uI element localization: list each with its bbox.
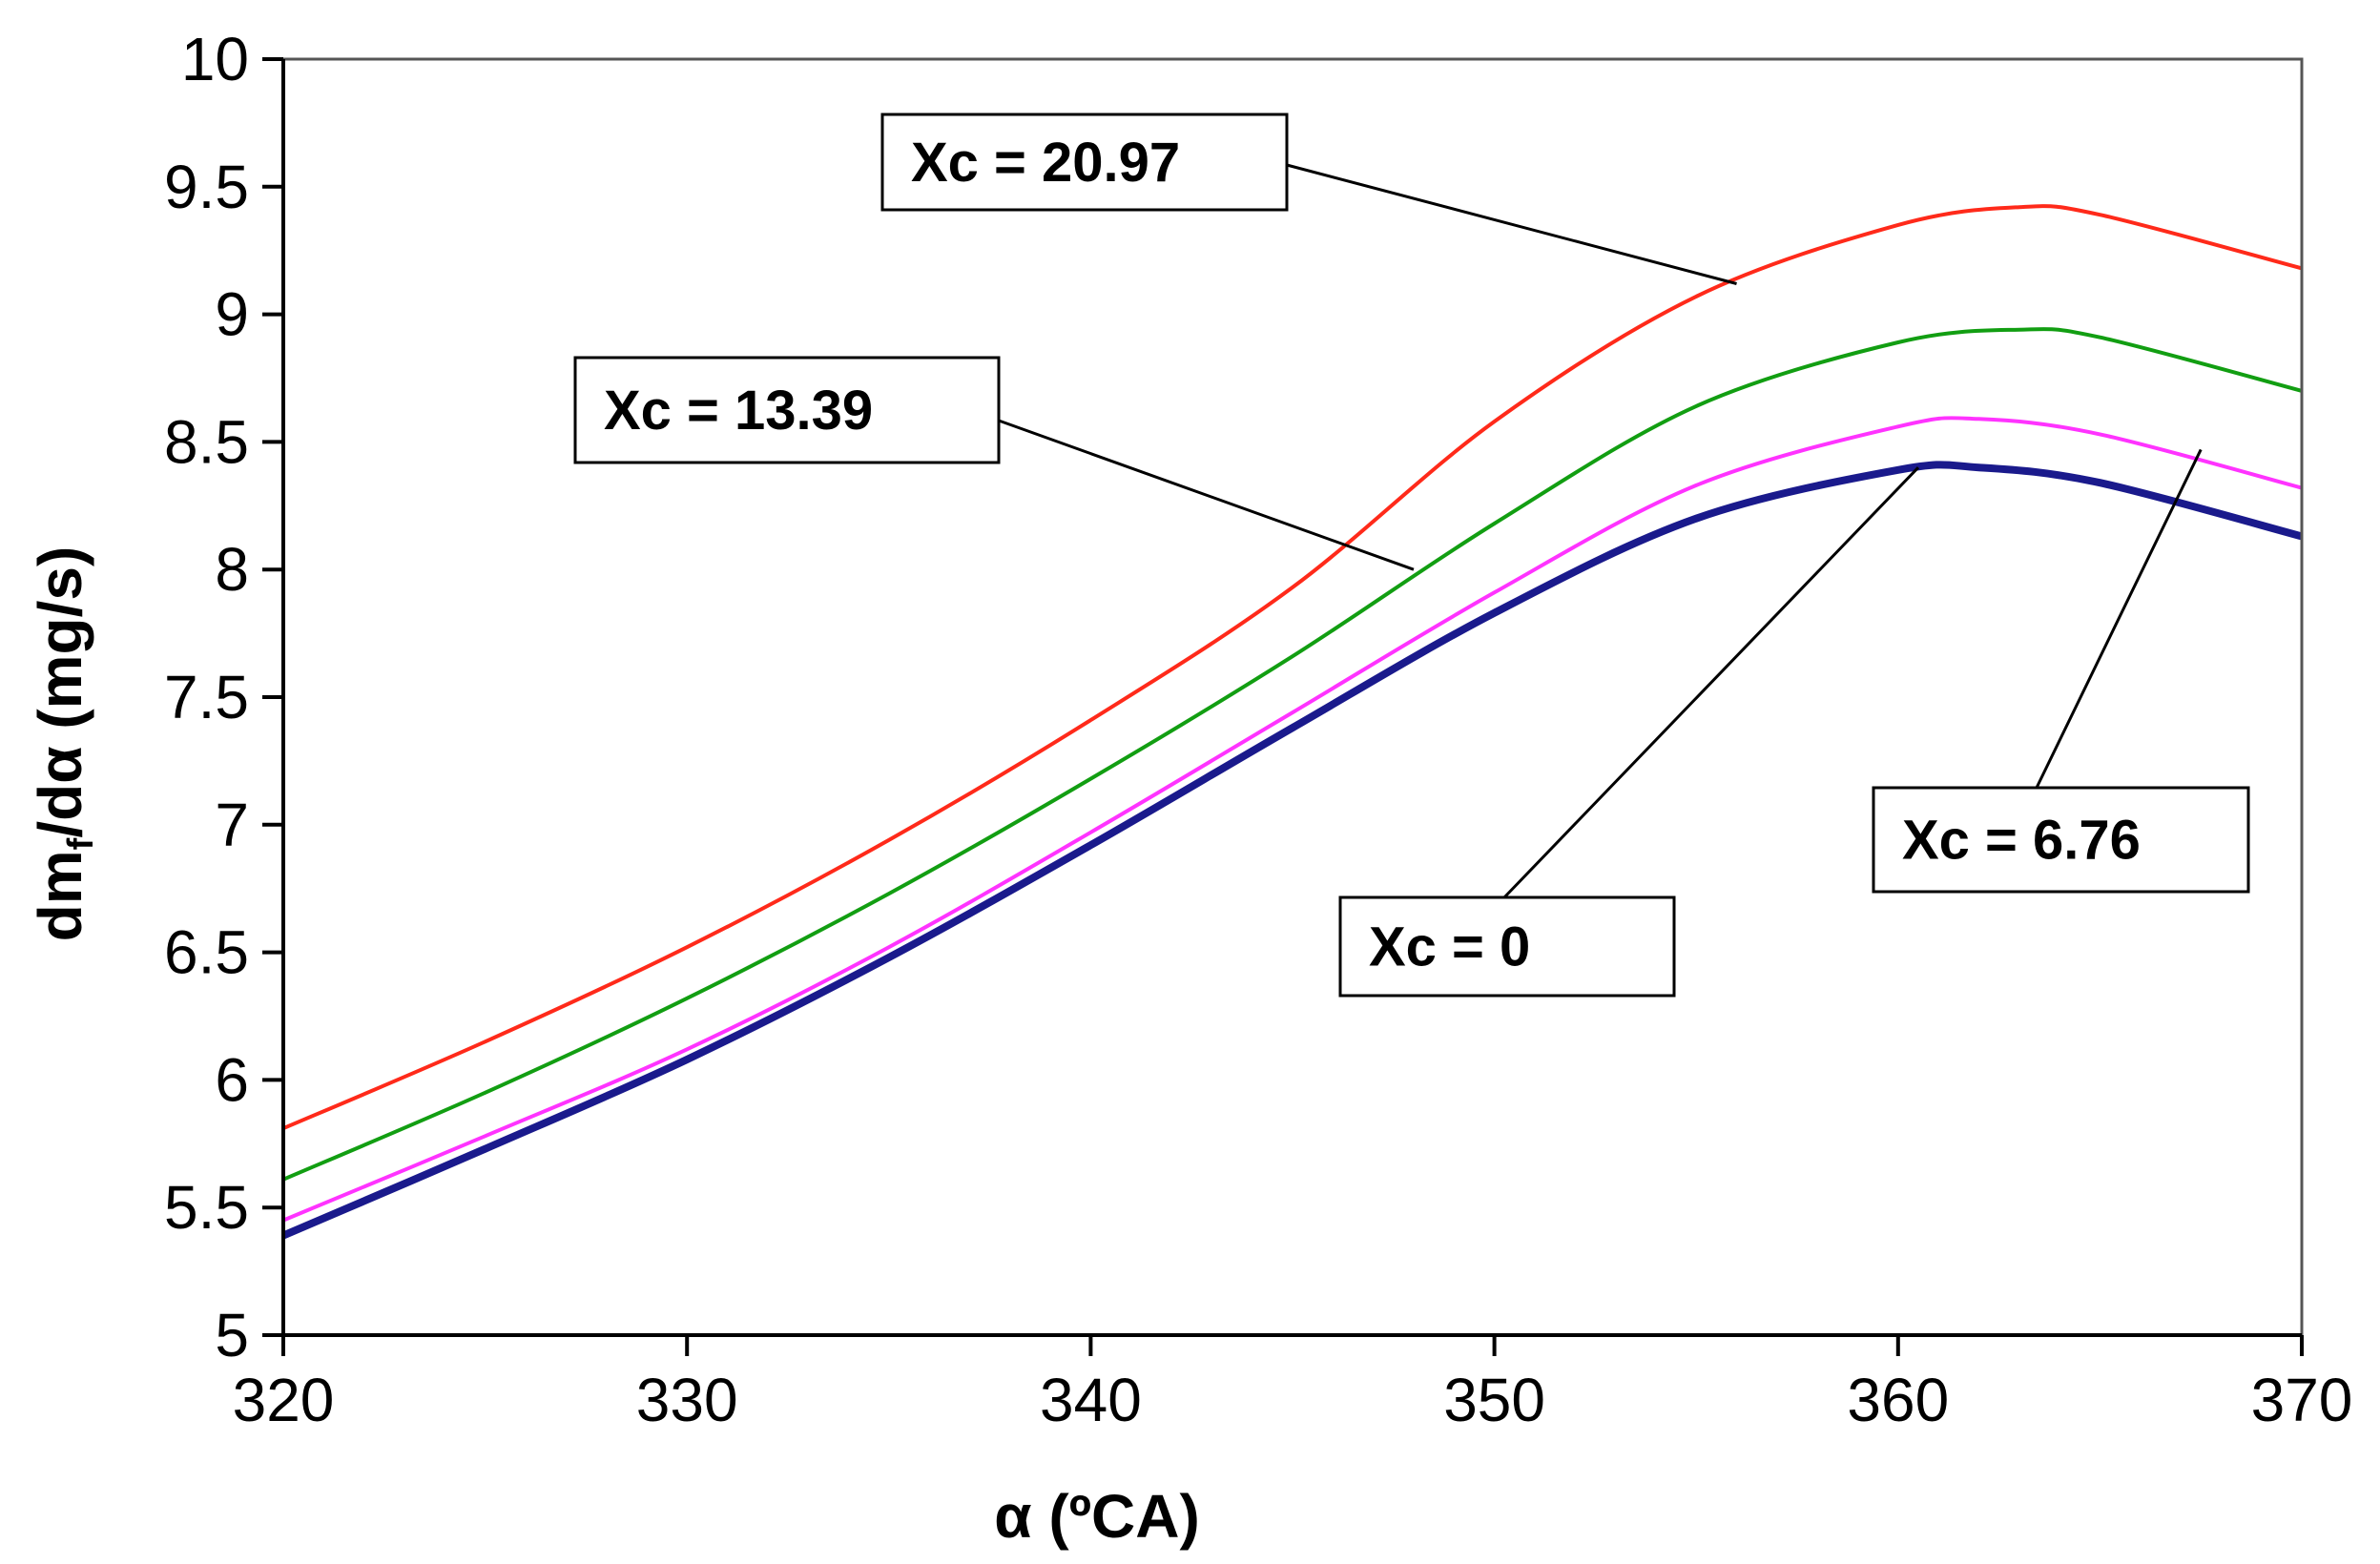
x-axis-title: α (ºCA)	[994, 1482, 1200, 1551]
annotation-label: Xc = 13.39	[604, 380, 873, 442]
annotation-xc-0: Xc = 0	[1338, 466, 1920, 998]
y-axis-title-subscript: f	[61, 837, 101, 850]
series-layer	[281, 204, 2304, 1240]
y-axis-title: dmf/dα (mg/s)	[26, 546, 101, 942]
x-tick-label: 340	[1040, 1366, 1142, 1434]
x-tick-label: 360	[1847, 1366, 1949, 1434]
series-line-xc-0	[281, 461, 2304, 1240]
annotation-leader-line	[998, 419, 1415, 571]
annotation-leader-line	[1502, 466, 1920, 899]
x-tick-label: 370	[2251, 1366, 2353, 1434]
y-tick-label: 9.5	[164, 153, 249, 221]
y-axis-title-main: dm	[26, 850, 94, 941]
annotation-xc-20-97: Xc = 20.97	[880, 113, 1737, 285]
series-line-xc-13-39	[282, 327, 2303, 1182]
annotation-box	[880, 113, 1289, 212]
x-tick-label: 350	[1443, 1366, 1545, 1434]
annotation-xc-6-76: Xc = 6.76	[1872, 448, 2250, 894]
y-tick-label: 6.5	[164, 918, 249, 987]
y-tick-label: 10	[181, 25, 249, 93]
y-tick-label: 6	[215, 1045, 249, 1114]
annotation-label: Xc = 20.97	[911, 132, 1180, 194]
y-tick-label: 8	[215, 535, 249, 604]
y-tick-label: 7.5	[164, 663, 249, 731]
y-tick-label: 7	[215, 791, 249, 859]
annotation-layer: Xc = 20.97 Xc = 13.39 Xc = 0 Xc = 6.76	[573, 113, 2250, 998]
axes-layer: 5 5.5 6 6.5 7 7.5 8 8.5 9 9.5 10 320 330 340 350 360 370	[164, 25, 2352, 1434]
annotation-label: Xc = 6.76	[1902, 810, 2141, 872]
annotation-box	[1338, 895, 1676, 998]
annotation-box	[573, 356, 1001, 464]
y-axis-title-suffix: /dα (mg/s)	[26, 546, 94, 838]
annotation-xc-13-39: Xc = 13.39	[573, 356, 1415, 571]
plot-frame	[281, 57, 2304, 1337]
y-tick-label: 5	[215, 1301, 249, 1369]
y-tick-label: 8.5	[164, 407, 249, 476]
x-tick-label: 330	[636, 1366, 738, 1434]
y-tick-label: 9	[215, 280, 249, 349]
y-tick-label: 5.5	[164, 1173, 249, 1242]
annotation-label: Xc = 0	[1369, 916, 1530, 978]
series-line-xc-20-97	[282, 204, 2303, 1131]
series-line-xc-6-76	[282, 416, 2303, 1223]
annotation-box	[1872, 786, 2250, 894]
annotation-leader-line	[2035, 448, 2203, 789]
annotation-leader-line	[1286, 163, 1737, 285]
x-tick-label: 320	[233, 1366, 335, 1434]
